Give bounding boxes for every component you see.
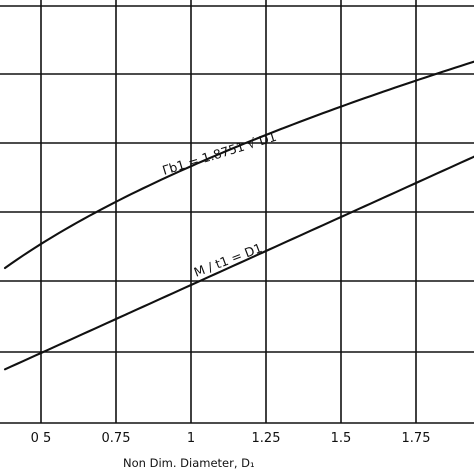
x-tick-label: 1.5 [331, 431, 352, 446]
x-tick-label: 1.75 [402, 431, 431, 446]
series-line-linear [3, 155, 474, 371]
x-axis-title: Non Dim. Diameter, D₁ [123, 456, 255, 470]
grid [0, 0, 474, 424]
series-line-sqrt [3, 60, 474, 270]
x-tick-labels: 0 5 0.75 1 1.25 1.5 1.75 [31, 431, 431, 446]
x-tick-label: 1.25 [252, 431, 281, 446]
x-tick-label: 1 [187, 431, 195, 446]
curves [3, 60, 474, 371]
x-tick-label: 0.75 [102, 431, 131, 446]
x-tick-label: 0 5 [31, 431, 52, 446]
